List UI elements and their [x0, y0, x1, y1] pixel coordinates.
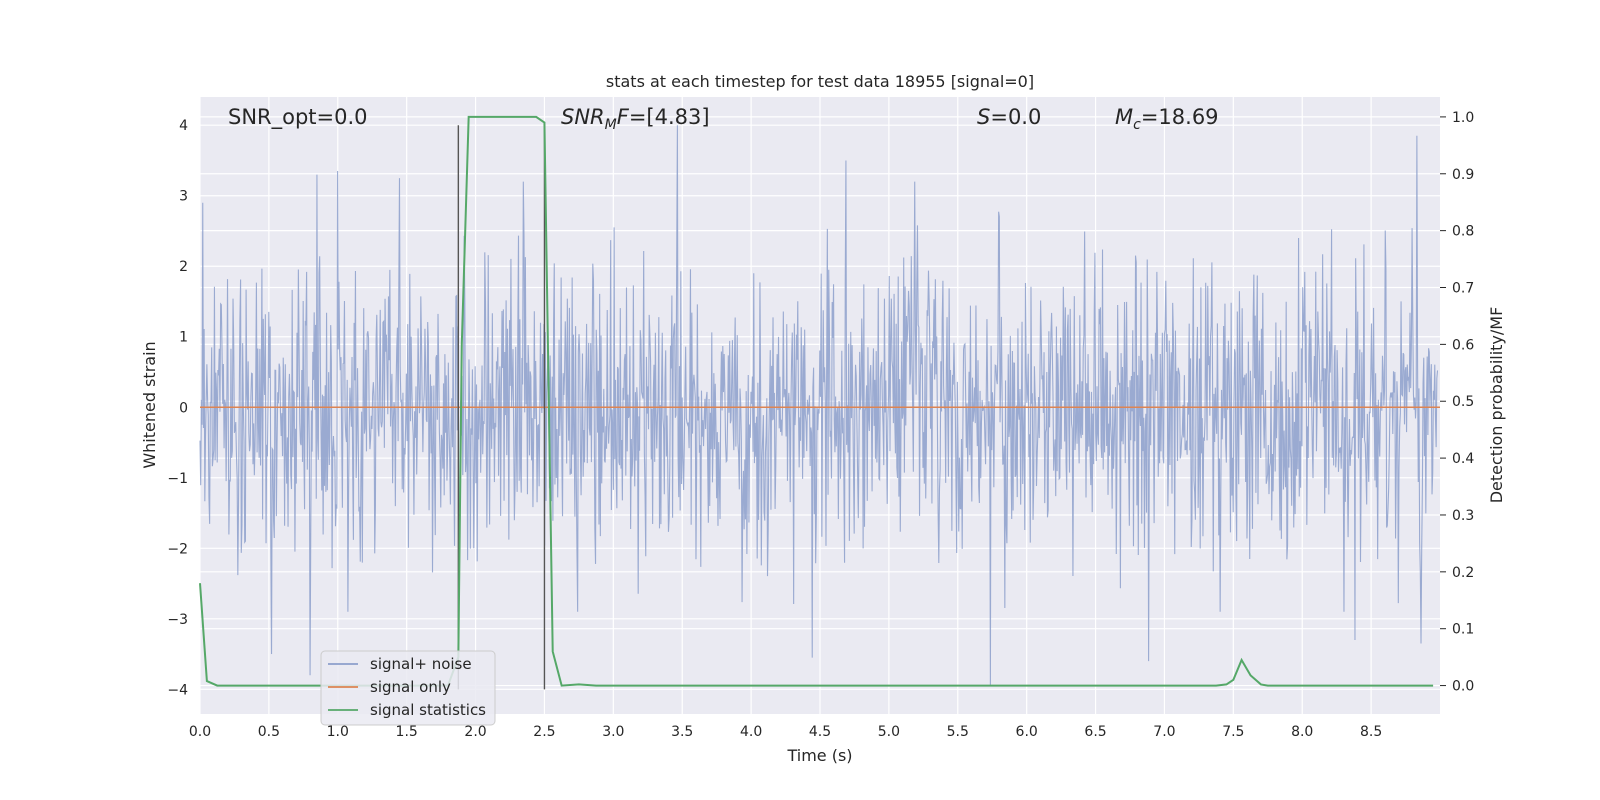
- x-tick-label-9: 4.5: [809, 724, 831, 740]
- x-tick-label-0: 0.0: [189, 724, 211, 740]
- x-tick-label-16: 8.0: [1291, 724, 1313, 740]
- y2-tick-label-3: 0.3: [1452, 508, 1474, 524]
- x-tick-label-8: 4.0: [740, 724, 762, 740]
- legend-box: [320, 650, 496, 726]
- y-tick-label-3: −1: [167, 471, 188, 487]
- legend-label-signal-only: signal only: [370, 678, 451, 696]
- s-label: S: [977, 105, 990, 129]
- y2-tick-label-9: 0.9: [1452, 167, 1474, 183]
- snr-mf-annotation: SNRMF=[4.83]: [561, 105, 710, 133]
- s-value: =0.0: [990, 105, 1041, 129]
- y2-tick-label-8: 0.8: [1452, 224, 1474, 240]
- y-tick-label-5: 1: [179, 330, 188, 346]
- s-annotation: S=0.0: [977, 105, 1041, 129]
- x-tick-label-3: 1.5: [396, 724, 418, 740]
- y2-tick-label-5: 0.5: [1452, 394, 1474, 410]
- snr-mf-label: SNR: [561, 105, 605, 129]
- x-tick-label-14: 7.0: [1153, 724, 1175, 740]
- x-axis-ticks: 0.0 0.5 1.0 1.5 2.0 2.5 3.0 3.5 4.0 4.5 5.0 5.5 6.0 6…: [189, 724, 1382, 740]
- x-axis-label: Time (s): [786, 746, 852, 765]
- legend-label-signal-statistics: signal statistics: [370, 701, 486, 719]
- mc-label: M: [1115, 105, 1133, 129]
- x-tick-label-1: 0.5: [258, 724, 280, 740]
- y2-tick-label-6: 0.6: [1452, 337, 1474, 353]
- x-tick-label-12: 6.0: [1016, 724, 1038, 740]
- y-tick-label-1: −3: [167, 612, 188, 628]
- y-axis-ticks: −4 −3 −2 −1 0 1 2 3 4: [167, 118, 188, 698]
- y-tick-label-7: 3: [179, 189, 188, 205]
- y-tick-label-6: 2: [179, 259, 188, 275]
- y2-axis-label: Detection probability/MF: [1487, 307, 1506, 504]
- x-tick-label-5: 2.5: [533, 724, 555, 740]
- x-tick-label-4: 2.0: [464, 724, 486, 740]
- x-tick-label-17: 8.5: [1360, 724, 1382, 740]
- y2-tick-label-2: 0.2: [1452, 565, 1474, 581]
- x-tick-label-2: 1.0: [327, 724, 349, 740]
- y-tick-label-4: 0: [179, 400, 188, 416]
- y2-axis-ticks: 0.0 0.1 0.2 0.3 0.4 0.5 0.6 0.7 0.8 0.9 1.0: [1440, 110, 1474, 695]
- y2-tick-label-7: 0.7: [1452, 281, 1474, 297]
- snr-mf-sub: M: [605, 117, 617, 133]
- signal-noise-series: [199, 125, 1439, 686]
- chart-title: stats at each timestep for test data 189…: [606, 72, 1034, 91]
- y-tick-label-2: −2: [167, 541, 188, 557]
- legend: signal+ noise signal only signal statist…: [320, 650, 496, 726]
- snr-mf-value: =[4.83]: [629, 105, 710, 129]
- y-tick-label-0: −4: [167, 682, 188, 698]
- x-tick-label-11: 5.5: [947, 724, 969, 740]
- y2-tick-label-1: 0.1: [1452, 622, 1474, 638]
- y-tick-label-8: 4: [179, 118, 188, 134]
- x-tick-label-13: 6.5: [1084, 724, 1106, 740]
- snr-opt-annotation: SNR_opt=0.0: [228, 105, 368, 130]
- x-tick-label-6: 3.0: [602, 724, 624, 740]
- mc-annotation: Mc=18.69: [1115, 105, 1219, 133]
- snr-mf-suffix: F: [617, 105, 630, 129]
- mc-value: =18.69: [1141, 105, 1219, 129]
- legend-label-signal-noise: signal+ noise: [370, 655, 472, 673]
- y-axis-label: Whitened strain: [140, 341, 159, 468]
- x-tick-label-10: 5.0: [878, 724, 900, 740]
- mc-sub: c: [1133, 117, 1141, 133]
- x-tick-label-15: 7.5: [1222, 724, 1244, 740]
- y2-tick-label-0: 0.0: [1452, 679, 1474, 695]
- signal-noise-line: [199, 125, 1439, 686]
- y2-tick-label-4: 0.4: [1452, 451, 1474, 467]
- y2-tick-label-10: 1.0: [1452, 110, 1474, 126]
- x-tick-label-7: 3.5: [671, 724, 693, 740]
